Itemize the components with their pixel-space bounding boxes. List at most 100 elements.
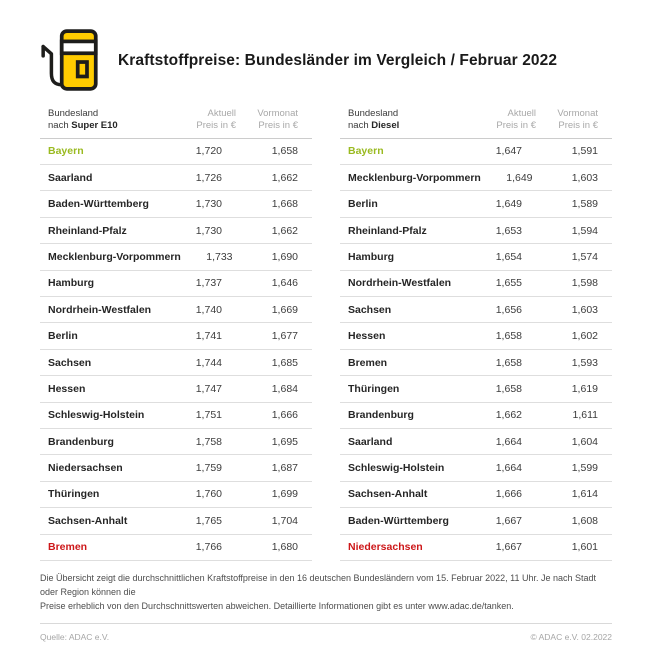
table-row: Mecklenburg-Vorpommern 1,649 1,603 bbox=[340, 165, 612, 192]
vormonat-value: 1,574 bbox=[571, 250, 598, 263]
copyright-label: © ADAC e.V. 02.2022 bbox=[530, 631, 612, 642]
header-vormonat-line2: Preis in € bbox=[258, 120, 298, 132]
table-row: Rheinland-Pfalz 1,730 1,662 bbox=[40, 218, 312, 245]
aktuell-value: 1,758 bbox=[195, 435, 222, 448]
header-fuel-name: Super E10 bbox=[71, 120, 118, 132]
aktuell-value: 1,760 bbox=[195, 488, 222, 501]
table-row: Baden-Württemberg 1,730 1,668 bbox=[40, 191, 312, 218]
aktuell-value: 1,649 bbox=[495, 198, 522, 211]
bundesland-name: Berlin bbox=[48, 330, 78, 343]
table-row: Mecklenburg-Vorpommern 1,733 1,690 bbox=[40, 244, 312, 271]
aktuell-value: 1,720 bbox=[195, 145, 222, 158]
aktuell-value: 1,766 bbox=[195, 541, 222, 554]
vormonat-value: 1,666 bbox=[271, 409, 298, 422]
table-row: Schleswig-Holstein 1,751 1,666 bbox=[40, 403, 312, 429]
header-fuel-name: Diesel bbox=[371, 120, 400, 132]
vormonat-value: 1,680 bbox=[271, 541, 298, 554]
aktuell-value: 1,741 bbox=[195, 330, 222, 343]
vormonat-value: 1,685 bbox=[271, 356, 298, 369]
bundesland-name: Baden-Württemberg bbox=[48, 198, 149, 211]
vormonat-value: 1,602 bbox=[571, 330, 598, 343]
header-vormonat-line2: Preis in € bbox=[558, 120, 598, 132]
aktuell-value: 1,654 bbox=[495, 250, 522, 263]
aktuell-value: 1,662 bbox=[495, 409, 522, 422]
aktuell-value: 1,653 bbox=[495, 224, 522, 237]
header-fuel-prefix: nach bbox=[48, 120, 72, 132]
header-aktuell-line2: Preis in € bbox=[196, 120, 236, 132]
header-bundesland-line1: Bundesland bbox=[48, 108, 99, 119]
aktuell-value: 1,737 bbox=[195, 277, 222, 290]
vormonat-value: 1,668 bbox=[271, 198, 298, 211]
header-vormonat-line1: Vormonat bbox=[257, 108, 298, 119]
bundesland-name: Thüringen bbox=[48, 488, 100, 501]
aktuell-value: 1,730 bbox=[195, 224, 222, 237]
table-row: Nordrhein-Westfalen 1,740 1,669 bbox=[40, 297, 312, 324]
vormonat-value: 1,704 bbox=[271, 514, 298, 527]
bundesland-name: Saarland bbox=[348, 435, 393, 448]
vormonat-value: 1,603 bbox=[571, 303, 598, 316]
bundesland-name: Nordrhein-Westfalen bbox=[48, 303, 152, 316]
bundesland-name: Brandenburg bbox=[48, 435, 114, 448]
bundesland-name: Niedersachsen bbox=[348, 541, 423, 554]
vormonat-value: 1,593 bbox=[571, 356, 598, 369]
aktuell-value: 1,658 bbox=[495, 356, 522, 369]
table-row: Sachsen-Anhalt 1,666 1,614 bbox=[340, 482, 612, 509]
footnote-line2: Preise erheblich von den Durchschnittswe… bbox=[40, 600, 514, 611]
bundesland-name: Brandenburg bbox=[348, 409, 414, 422]
vormonat-value: 1,589 bbox=[571, 198, 598, 211]
bundesland-name: Sachsen-Anhalt bbox=[348, 488, 428, 501]
source-label: Quelle: ADAC e.V. bbox=[40, 631, 110, 642]
table-row: Bremen 1,766 1,680 bbox=[40, 535, 312, 561]
vormonat-value: 1,677 bbox=[271, 330, 298, 343]
table-row: Hessen 1,658 1,602 bbox=[340, 323, 612, 350]
bundesland-name: Sachsen bbox=[348, 303, 392, 316]
table-row: Saarland 1,664 1,604 bbox=[340, 429, 612, 456]
vormonat-value: 1,603 bbox=[571, 171, 598, 184]
table-body-diesel: Bayern 1,647 1,591 Mecklenburg-Vorpommern 1,… bbox=[340, 139, 612, 561]
footer-divider bbox=[40, 622, 612, 624]
aktuell-value: 1,664 bbox=[495, 462, 522, 475]
column-header-bundesland: Bundesland nach Diesel bbox=[340, 108, 476, 133]
vormonat-value: 1,662 bbox=[271, 171, 298, 184]
header-vormonat-line1: Vormonat bbox=[557, 108, 598, 119]
table-row: Thüringen 1,760 1,699 bbox=[40, 482, 312, 509]
tables-area: Bundesland nach Super E10 Aktuell Preis … bbox=[40, 108, 612, 561]
aktuell-value: 1,740 bbox=[195, 303, 222, 316]
aktuell-value: 1,649 bbox=[506, 171, 533, 184]
aktuell-value: 1,658 bbox=[495, 330, 522, 343]
column-header-aktuell: Aktuell Preis in € bbox=[176, 108, 236, 133]
bundesland-name: Schleswig-Holstein bbox=[48, 409, 145, 422]
table-row: Schleswig-Holstein 1,664 1,599 bbox=[340, 455, 612, 482]
vormonat-value: 1,619 bbox=[571, 382, 598, 395]
fuel-pump-icon bbox=[38, 28, 104, 94]
aktuell-value: 1,664 bbox=[495, 435, 522, 448]
footer-row: Quelle: ADAC e.V. © ADAC e.V. 02.2022 bbox=[40, 624, 612, 642]
table-header-diesel: Bundesland nach Diesel Aktuell Preis in … bbox=[340, 108, 612, 139]
table-row: Sachsen 1,744 1,685 bbox=[40, 350, 312, 377]
aktuell-value: 1,765 bbox=[195, 514, 222, 527]
vormonat-value: 1,687 bbox=[271, 462, 298, 475]
vormonat-value: 1,591 bbox=[571, 145, 598, 158]
bundesland-name: Bremen bbox=[48, 541, 88, 554]
aktuell-value: 1,658 bbox=[495, 382, 522, 395]
bundesland-name: Rheinland-Pfalz bbox=[48, 224, 127, 237]
aktuell-value: 1,747 bbox=[195, 382, 222, 395]
aktuell-value: 1,667 bbox=[495, 541, 522, 554]
column-header-bundesland: Bundesland nach Super E10 bbox=[40, 108, 176, 133]
table-row: Sachsen-Anhalt 1,765 1,704 bbox=[40, 508, 312, 535]
vormonat-value: 1,599 bbox=[571, 462, 598, 475]
aktuell-value: 1,751 bbox=[195, 409, 222, 422]
header-fuel-prefix: nach bbox=[348, 120, 372, 132]
vormonat-value: 1,598 bbox=[571, 277, 598, 290]
aktuell-value: 1,759 bbox=[195, 462, 222, 475]
table-row: Bremen 1,658 1,593 bbox=[340, 350, 612, 377]
bundesland-name: Hessen bbox=[48, 382, 86, 395]
vormonat-value: 1,608 bbox=[571, 514, 598, 527]
table-row: Nordrhein-Westfalen 1,655 1,598 bbox=[340, 271, 612, 298]
table-row: Baden-Württemberg 1,667 1,608 bbox=[340, 508, 612, 535]
bundesland-name: Sachsen bbox=[48, 356, 92, 369]
bundesland-name: Thüringen bbox=[348, 382, 400, 395]
vormonat-value: 1,594 bbox=[571, 224, 598, 237]
header: Kraftstoffpreise: Bundesländer im Vergle… bbox=[40, 28, 612, 94]
